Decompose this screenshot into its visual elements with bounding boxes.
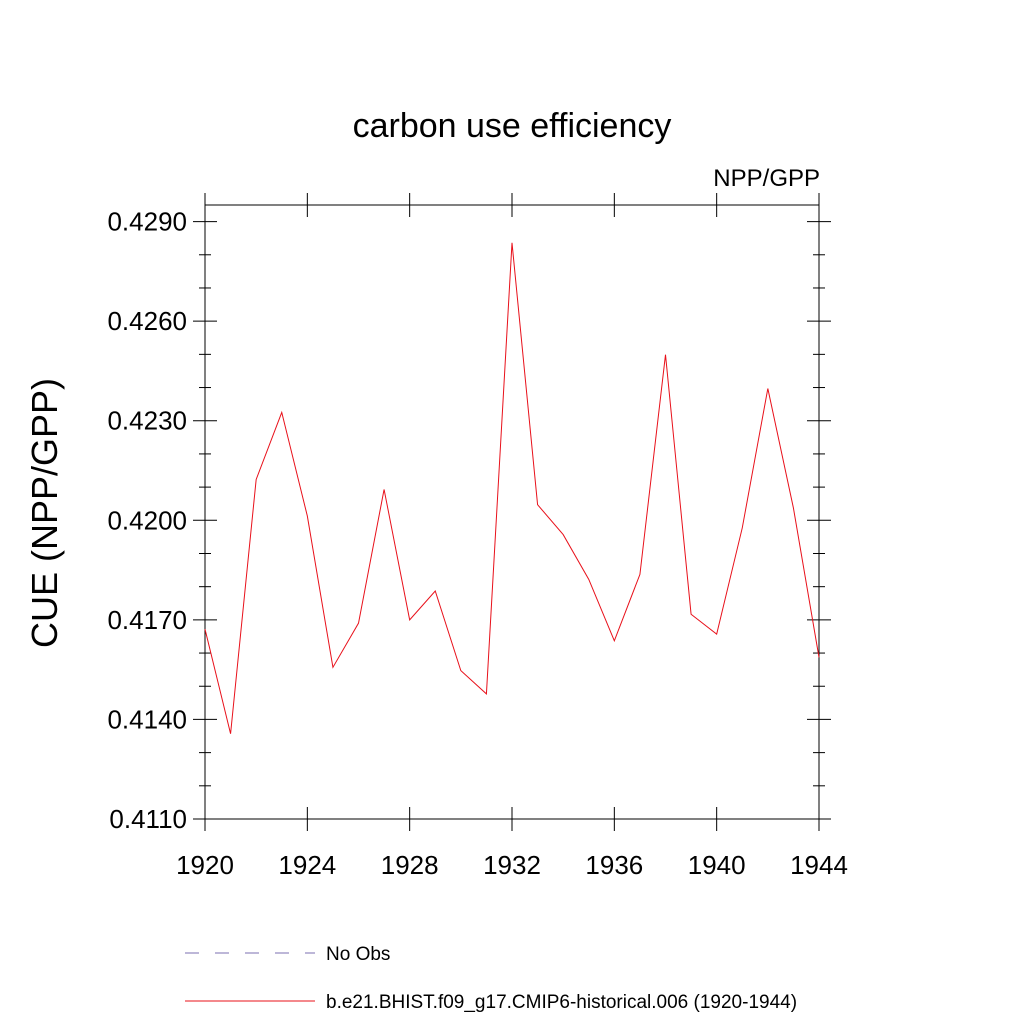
x-tick-label: 1940 [688, 850, 746, 880]
x-tick-label: 1920 [176, 850, 234, 880]
x-tick-label: 1944 [790, 850, 848, 880]
x-tick-label: 1928 [381, 850, 439, 880]
y-tick-label: 0.4170 [107, 605, 187, 635]
major-ticks [193, 193, 831, 831]
chart-title: carbon use efficiency [353, 107, 672, 145]
x-tick-label: 1932 [483, 850, 541, 880]
y-axis-label: CUE (NPP/GPP) [24, 378, 65, 648]
y-tick-label: 0.4200 [107, 505, 187, 535]
minor-ticks [199, 254, 825, 787]
plot-frame [204, 204, 820, 820]
series-layer [204, 242, 820, 734]
chart-subtitle: NPP/GPP [713, 165, 820, 192]
y-tick-label: 0.4110 [109, 804, 187, 834]
legend: No Obs b.e21.BHIST.f09_g17.CMIP6-historic… [185, 944, 797, 1013]
x-tick-label: 1936 [585, 850, 643, 880]
y-tick-labels: 0.4110 0.4140 0.4170 0.4200 0.4230 0.4260 0.42… [107, 207, 187, 834]
series-line [204, 242, 820, 734]
legend-label: b.e21.BHIST.f09_g17.CMIP6-historical.006… [326, 992, 797, 1013]
x-tick-labels: 1920 1924 1928 1932 1936 1940 1944 [176, 850, 848, 880]
x-tick-label: 1924 [278, 850, 336, 880]
y-tick-label: 0.4260 [107, 306, 187, 336]
y-tick-label: 0.4140 [107, 704, 187, 734]
legend-label: No Obs [326, 944, 390, 965]
y-tick-label: 0.4290 [107, 207, 187, 237]
y-tick-label: 0.4230 [107, 406, 187, 436]
